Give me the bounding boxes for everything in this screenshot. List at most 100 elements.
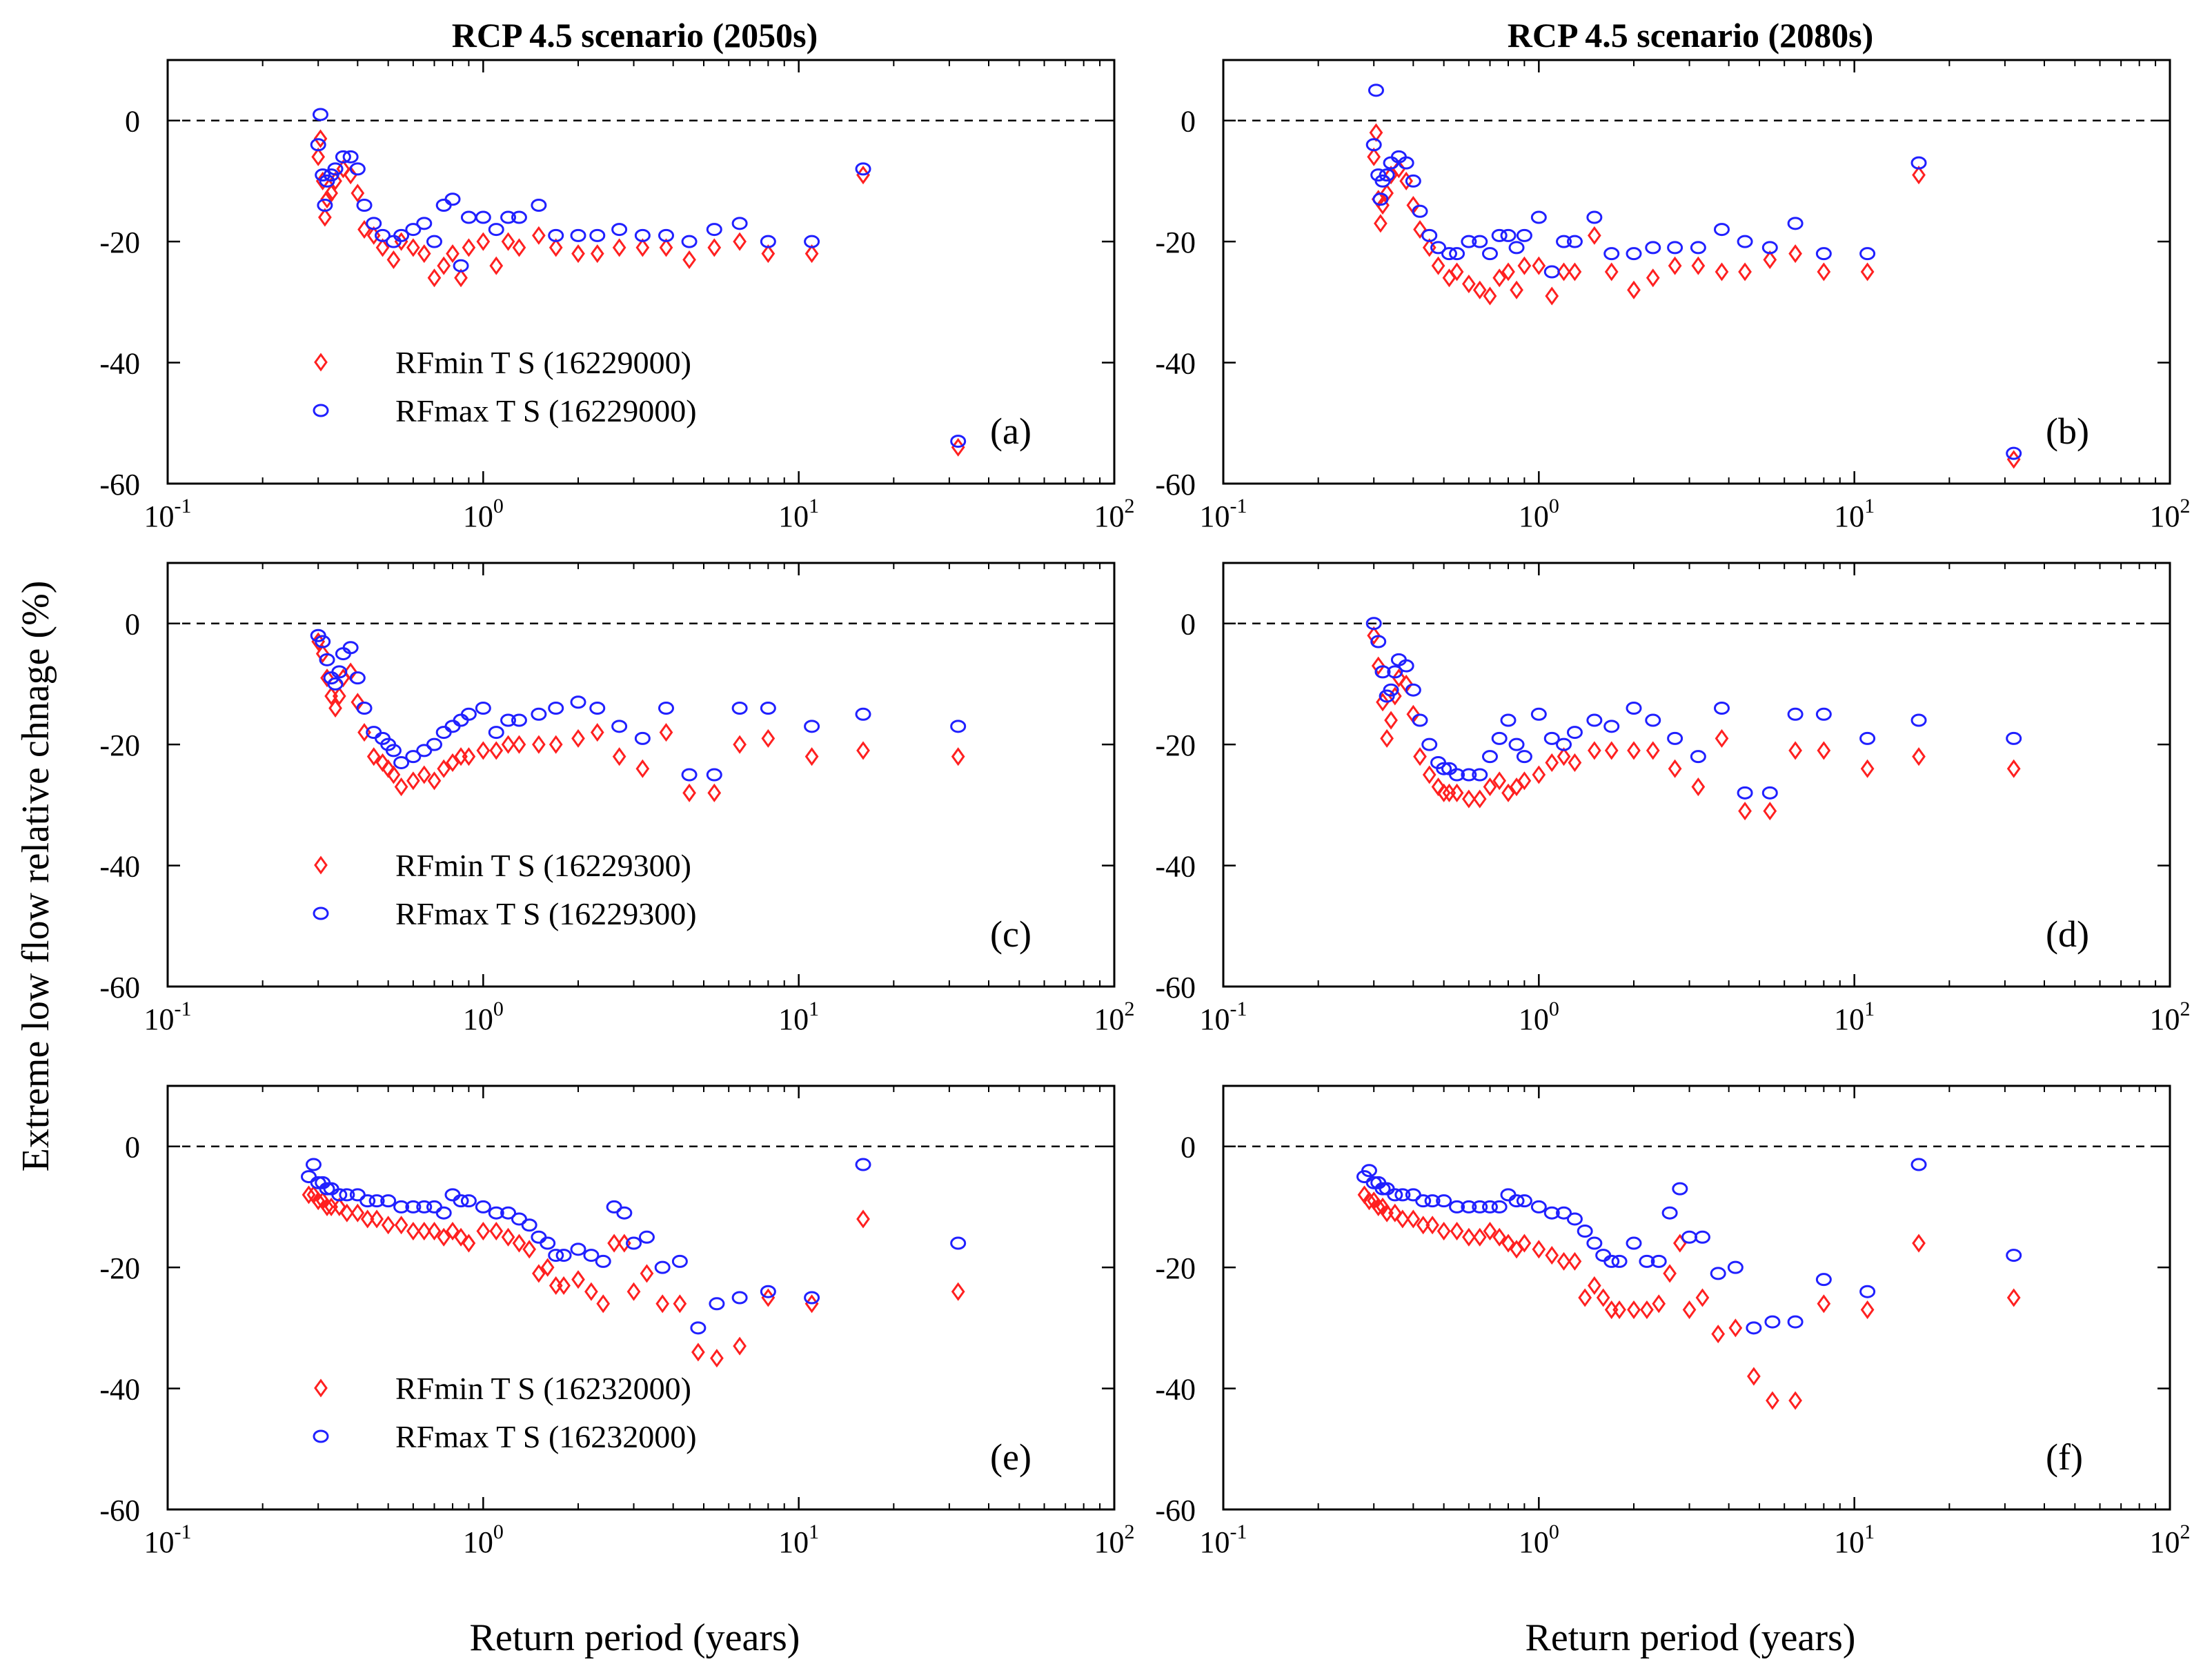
rfmax-point — [1737, 786, 1753, 800]
rfmax-point — [368, 1194, 385, 1208]
rfmax-point — [1500, 228, 1517, 242]
rfmax-point — [1530, 1200, 1547, 1214]
x-tick-label: 101 — [1834, 998, 1875, 1036]
rfmax-point — [475, 702, 491, 715]
rfmax-point — [1405, 174, 1421, 188]
rfmin-point — [1367, 626, 1381, 645]
rfmin-point — [1450, 262, 1464, 281]
rfmin-point — [1766, 1391, 1779, 1410]
rfmax-point — [1603, 247, 1620, 261]
rfmin-point — [549, 238, 563, 257]
rfmin-point — [320, 668, 334, 688]
rfmax-point — [1441, 247, 1457, 261]
y-tick-label: 0 — [125, 608, 140, 642]
plot-frame — [166, 59, 1116, 485]
rfmax-point — [1577, 1225, 1593, 1238]
rfmin-point — [1369, 123, 1383, 142]
x-tick-label: 10-1 — [1200, 998, 1247, 1036]
rfmin-point — [1450, 1221, 1464, 1241]
rfmax-point — [301, 1170, 317, 1184]
rfmin-point — [1763, 802, 1777, 821]
rfmin-point — [1588, 741, 1601, 760]
legend-rfmin-marker — [314, 855, 328, 875]
rfmin-point — [1413, 220, 1427, 239]
rfmax-point — [731, 217, 748, 230]
rfmax-point — [488, 1206, 504, 1220]
rfmin-point — [1436, 783, 1451, 802]
rfmin-point — [454, 268, 468, 288]
rfmax-point — [488, 223, 504, 237]
rfmin-point — [1715, 729, 1729, 748]
column-title-left: RCP 4.5 scenario (2050s) — [452, 16, 818, 55]
rfmax-point — [385, 744, 402, 757]
rfmin-point — [856, 1209, 870, 1229]
rfmin-point — [1557, 1251, 1571, 1271]
rfmin-point — [1715, 262, 1729, 281]
rfmin-point — [682, 783, 696, 802]
rfmax-point — [531, 707, 547, 721]
rfmax-point — [359, 1194, 376, 1208]
x-tick-label: 100 — [463, 495, 504, 533]
legend-rfmax-label: RFmax T S (16229300) — [395, 896, 697, 931]
rfmax-point — [1815, 1273, 1832, 1287]
rfmax-point — [1508, 1194, 1525, 1208]
rfmin-point — [659, 238, 673, 257]
panel-d: 10-1 100 101 102 0 -20 -40 -60 (d) — [1155, 562, 2191, 1036]
rfmin-point — [311, 147, 326, 166]
rfmin-point — [540, 1258, 555, 1277]
rfmin-point — [707, 783, 722, 802]
rfmax-point — [315, 635, 331, 648]
rfmin-point — [640, 1264, 654, 1283]
rfmin-point — [386, 765, 401, 784]
rfmax-point — [1543, 265, 1560, 279]
rfmax-point — [500, 210, 517, 224]
y-tick-label: -40 — [1155, 347, 1196, 381]
rfmin-point — [1492, 1227, 1507, 1247]
rfmax-point — [310, 138, 326, 152]
rfmax-point — [393, 228, 410, 242]
rfmin-point — [350, 184, 365, 203]
rfmax-point — [1681, 1230, 1698, 1244]
rfmax-point — [2006, 446, 2022, 460]
legend-rfmin-marker — [314, 353, 328, 372]
rfmax-point — [583, 1249, 600, 1262]
rfmin-point — [1472, 280, 1487, 299]
rfmin-point — [394, 1216, 408, 1235]
x-tick-label: 102 — [1094, 1521, 1135, 1559]
rfmin-point — [446, 244, 460, 264]
rfmin-point — [1817, 1294, 1831, 1314]
rfmax-point — [1379, 168, 1395, 182]
rfmax-point — [1661, 1206, 1678, 1220]
rfmax-point — [804, 235, 820, 248]
rfmin-point — [584, 1282, 598, 1301]
rfmin-point — [1557, 747, 1571, 766]
rfmax-point — [1367, 83, 1384, 97]
rfmax-point — [1543, 1206, 1560, 1220]
rfmax-point — [1746, 1321, 1762, 1335]
rfmin-point — [454, 1227, 468, 1247]
rfmin-point — [1695, 1288, 1710, 1307]
rfmin-point — [532, 735, 546, 754]
rfmax-point — [444, 1188, 461, 1202]
rfmax-point — [1387, 1188, 1403, 1202]
rfmax-point — [1481, 247, 1498, 261]
rfmax-point — [1787, 217, 1804, 230]
rfmin-point — [951, 1282, 965, 1301]
rfmin-point — [1646, 268, 1660, 288]
rfmax-point — [312, 108, 328, 121]
rfmin-point — [1436, 1221, 1451, 1241]
rfmin-point — [489, 256, 504, 275]
rfmin-point — [406, 238, 420, 257]
rfmin-point — [1788, 741, 1802, 760]
rfmin-point — [1483, 777, 1497, 797]
x-axis-label-right: Return period (years) — [1525, 1616, 1856, 1659]
rfmax-point — [1436, 1194, 1452, 1208]
rfmax-point — [1372, 192, 1389, 206]
y-axis-label: Extreme low flow relative chnage (%) — [14, 581, 57, 1172]
rfmin-point — [394, 777, 408, 797]
rfmax-point — [570, 695, 586, 709]
rfmin-point — [635, 759, 650, 778]
rfmin-point — [1532, 1240, 1546, 1259]
rfmin-point — [1472, 1227, 1487, 1247]
rfmin-point — [1545, 286, 1559, 306]
